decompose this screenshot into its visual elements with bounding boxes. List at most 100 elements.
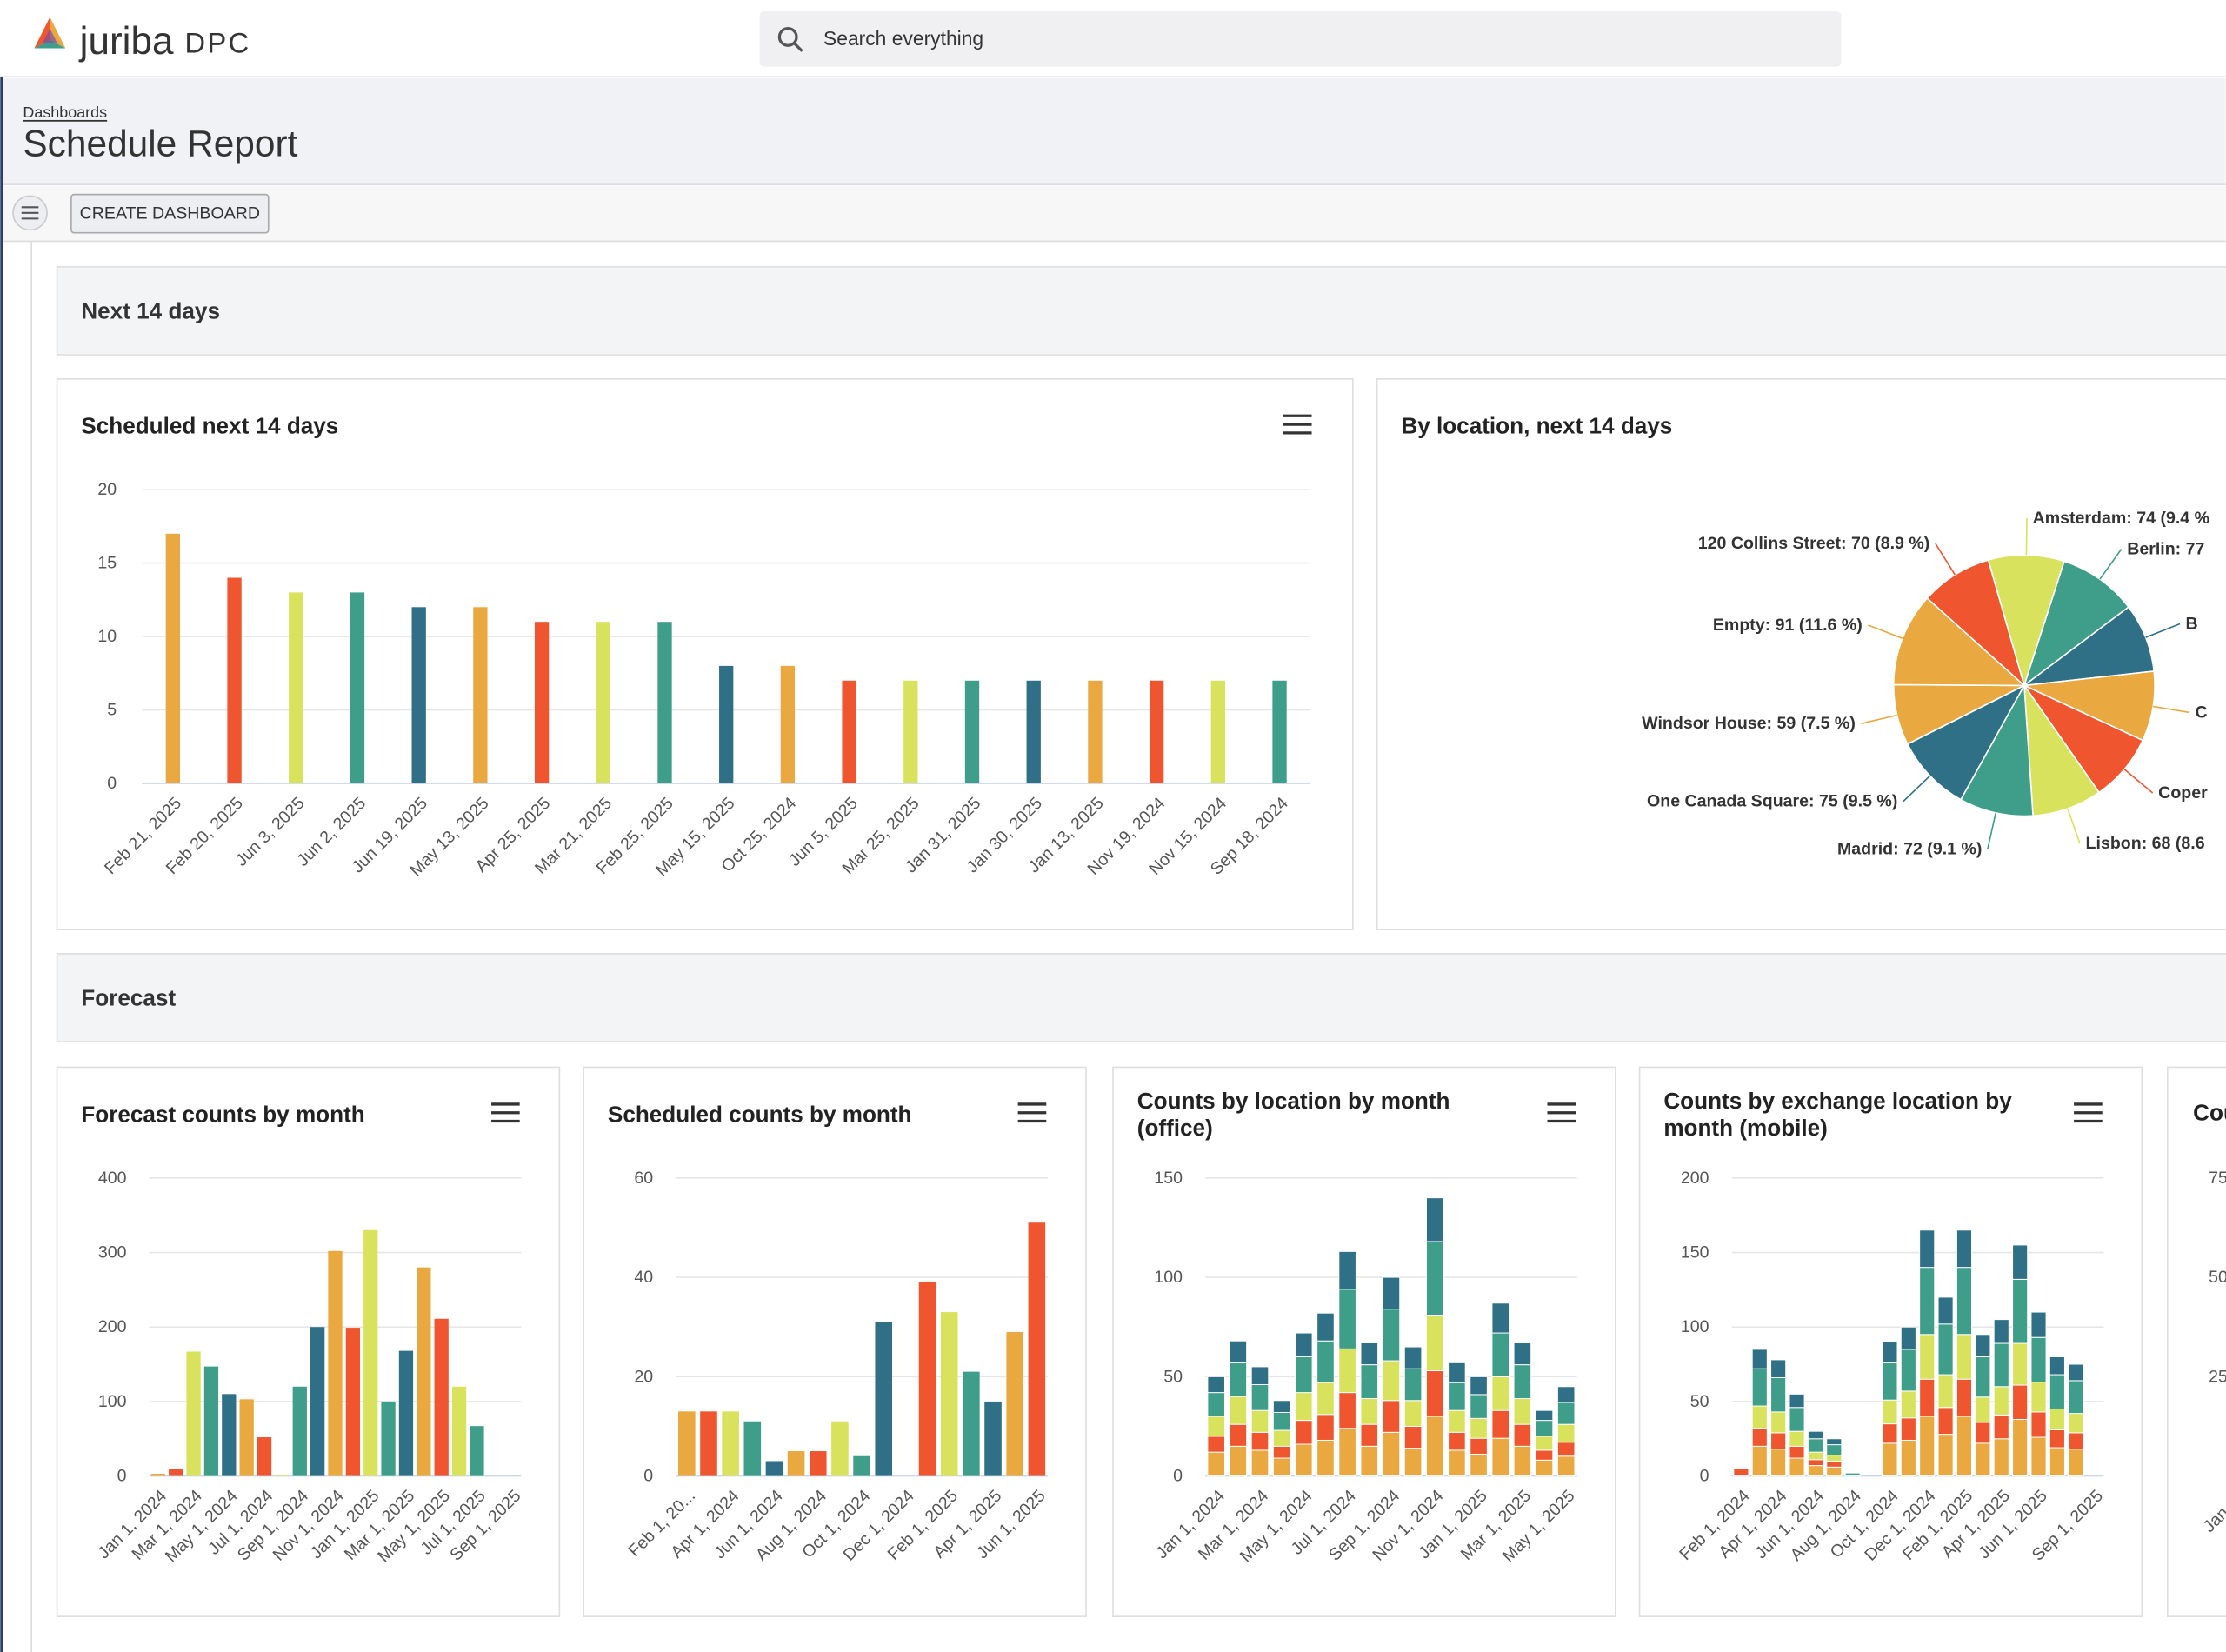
bar-segment	[1975, 1334, 1991, 1357]
bar-segment	[1535, 1449, 1554, 1461]
bar-segment	[1207, 1392, 1225, 1417]
leader-line	[1935, 543, 1956, 576]
breadcrumb[interactable]: Dashboards	[23, 103, 107, 121]
bar	[292, 1386, 307, 1476]
bar-segment	[1882, 1423, 1898, 1444]
bar-segment	[1975, 1442, 1991, 1477]
bar	[363, 1229, 378, 1476]
bar-segment	[1937, 1407, 1954, 1436]
bar-segment	[1250, 1431, 1270, 1451]
y-tick-label: 150	[1154, 1169, 1183, 1188]
bar-segment	[1295, 1443, 1313, 1477]
bar	[1272, 680, 1287, 784]
chart-title: Counts by exchange location by month (mob…	[1663, 1088, 2012, 1141]
create-dashboard-button[interactable]	[70, 193, 270, 234]
chart-title: Counts by location by month (office)	[1137, 1088, 1450, 1141]
bar-segment	[1882, 1399, 1898, 1425]
bar-segment	[1556, 1423, 1576, 1443]
chart-title: Forecast counts by month	[81, 1101, 364, 1127]
section-title: Forecast	[81, 985, 176, 1011]
bar-segment	[1403, 1448, 1423, 1477]
bar-segment	[2012, 1244, 2029, 1280]
bar	[809, 1451, 827, 1476]
bar-segment	[1295, 1420, 1313, 1445]
bar-segment	[1535, 1409, 1554, 1422]
bar-segment	[1470, 1453, 1488, 1477]
bar-segment	[2012, 1418, 2029, 1477]
bar-segment	[2068, 1449, 2084, 1477]
bar-segment	[1535, 1459, 1554, 1477]
bar-segment	[1993, 1438, 2009, 1477]
pie-slice	[1987, 554, 2065, 689]
bar-segment	[1751, 1368, 1768, 1407]
bar	[787, 1451, 805, 1476]
menu-toggle-icon	[21, 206, 39, 220]
bar-segment	[1556, 1442, 1576, 1457]
logo-text: juriba	[78, 20, 174, 63]
bar-segment	[1338, 1250, 1356, 1290]
bar-segment	[1956, 1267, 1973, 1336]
data-label: Empty: 91 (11.6 %)	[1713, 616, 1863, 635]
card	[56, 378, 1354, 930]
leader-line	[2145, 623, 2181, 638]
bar	[1006, 1331, 1023, 1476]
card	[583, 1066, 1087, 1618]
y-tick-label: 40	[634, 1268, 653, 1287]
bar-segment	[2012, 1342, 2029, 1386]
bar	[1149, 680, 1164, 784]
chart-title: Scheduled next 14 days	[81, 413, 338, 439]
bar-segment	[1448, 1409, 1466, 1433]
bar-segment	[1403, 1425, 1423, 1449]
bar	[381, 1401, 396, 1476]
bar-segment	[2030, 1436, 2047, 1477]
bar-segment	[1900, 1390, 1916, 1419]
bar	[222, 1394, 237, 1476]
bar	[903, 680, 918, 784]
bar	[657, 622, 672, 784]
bar-segment	[1250, 1409, 1270, 1433]
bar	[473, 607, 488, 784]
search-box[interactable]	[759, 11, 1842, 67]
bar	[719, 665, 734, 784]
bar	[470, 1426, 484, 1476]
bar-segment	[1807, 1438, 1823, 1453]
leader-line	[2153, 705, 2190, 714]
bar-segment	[1316, 1340, 1335, 1383]
bar-segment	[1751, 1405, 1768, 1429]
bar-segment	[1360, 1445, 1379, 1477]
bar	[398, 1350, 414, 1476]
bar-segment	[1789, 1457, 1805, 1477]
bar	[350, 592, 365, 784]
y-tick-label: 10	[97, 627, 117, 646]
bar-segment	[1360, 1364, 1379, 1399]
bar-segment	[1491, 1376, 1510, 1411]
bar-segment	[1900, 1439, 1916, 1477]
product-name: DPC	[184, 26, 250, 58]
y-tick-label: 75	[2209, 1169, 2226, 1188]
bar-segment	[1513, 1445, 1532, 1477]
bar-segment	[1425, 1315, 1444, 1371]
bar-segment	[1382, 1360, 1401, 1402]
y-tick-label: 300	[98, 1243, 127, 1262]
leader-line	[2025, 517, 2028, 556]
bar-segment	[1956, 1416, 1973, 1477]
leader-line	[1868, 624, 1903, 639]
bar	[678, 1411, 696, 1476]
bar-segment	[1556, 1455, 1576, 1477]
bar-segment	[1295, 1392, 1313, 1422]
bar-segment	[1316, 1382, 1335, 1416]
logo-shape	[34, 39, 66, 49]
bar-segment	[1751, 1428, 1768, 1447]
y-tick-label: 400	[98, 1169, 127, 1188]
data-label: 120 Collins Street: 70 (8.9 %)	[1698, 534, 1930, 553]
bar-segment	[1207, 1436, 1225, 1453]
bar-segment	[1360, 1397, 1379, 1425]
bar-segment	[1807, 1430, 1823, 1440]
bar-segment	[1360, 1423, 1379, 1447]
y-tick-label: 50	[2209, 1268, 2226, 1287]
bar	[875, 1322, 893, 1476]
bar-segment	[1807, 1465, 1823, 1477]
bar-segment	[1382, 1276, 1401, 1310]
bar-segment	[1993, 1414, 2009, 1440]
bar-segment	[1207, 1416, 1225, 1437]
